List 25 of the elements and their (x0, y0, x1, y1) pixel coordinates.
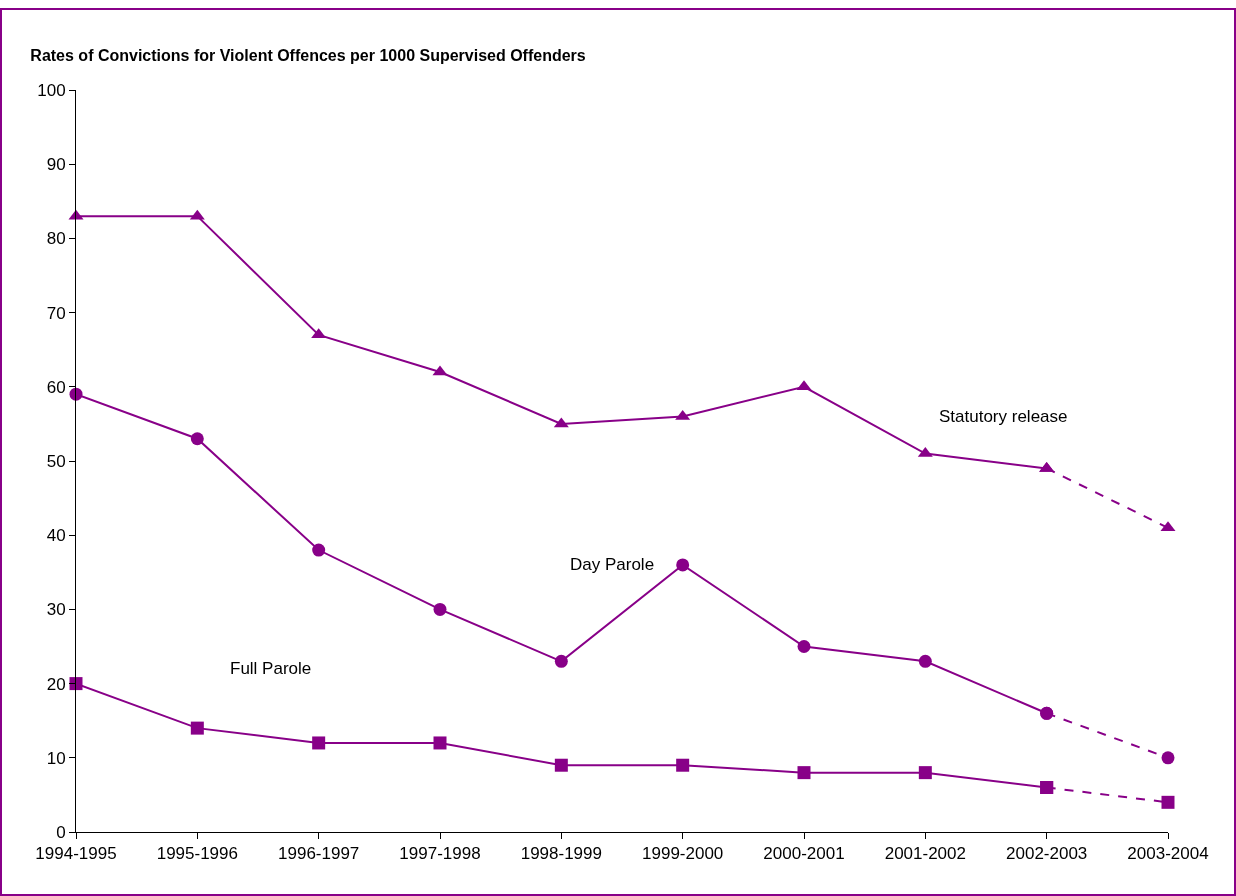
y-tick-label: 0 (56, 822, 66, 842)
y-tick-label: 20 (46, 674, 66, 694)
y-tick-label: 60 (46, 377, 66, 397)
x-tick-label: 2000-2001 (763, 844, 845, 864)
y-tick-label: 10 (46, 748, 66, 768)
y-tick-label: 100 (37, 80, 66, 100)
x-tick-label: 1995-1996 (156, 844, 238, 864)
x-tick-label: 2001-2002 (884, 844, 966, 864)
y-tick-label: 80 (46, 229, 66, 249)
x-tick-label: 1997-1998 (399, 844, 481, 864)
x-tick-label: 1999-2000 (642, 844, 724, 864)
x-tick-label: 2002-2003 (1006, 844, 1088, 864)
x-tick-label: 1996-1997 (278, 844, 360, 864)
chart-title: Rates of Convictions for Violent Offences per 1000 Supervised Offenders (30, 46, 586, 64)
y-tick-label: 40 (46, 526, 66, 546)
series-label: Statutory release (939, 407, 1068, 426)
text: Full Parole (230, 659, 312, 678)
y-tick-label: 70 (46, 303, 66, 323)
y-tick-label: 90 (46, 155, 66, 175)
x-tick-label: 1998-1999 (520, 844, 602, 864)
y-tick-label: 30 (46, 600, 66, 620)
y-tick-label: 50 (46, 451, 66, 471)
series-label: Day Parole (570, 555, 655, 574)
x-tick-label: 2003-2004 (1127, 844, 1209, 864)
x-tick-label: 1994-1995 (35, 844, 117, 864)
